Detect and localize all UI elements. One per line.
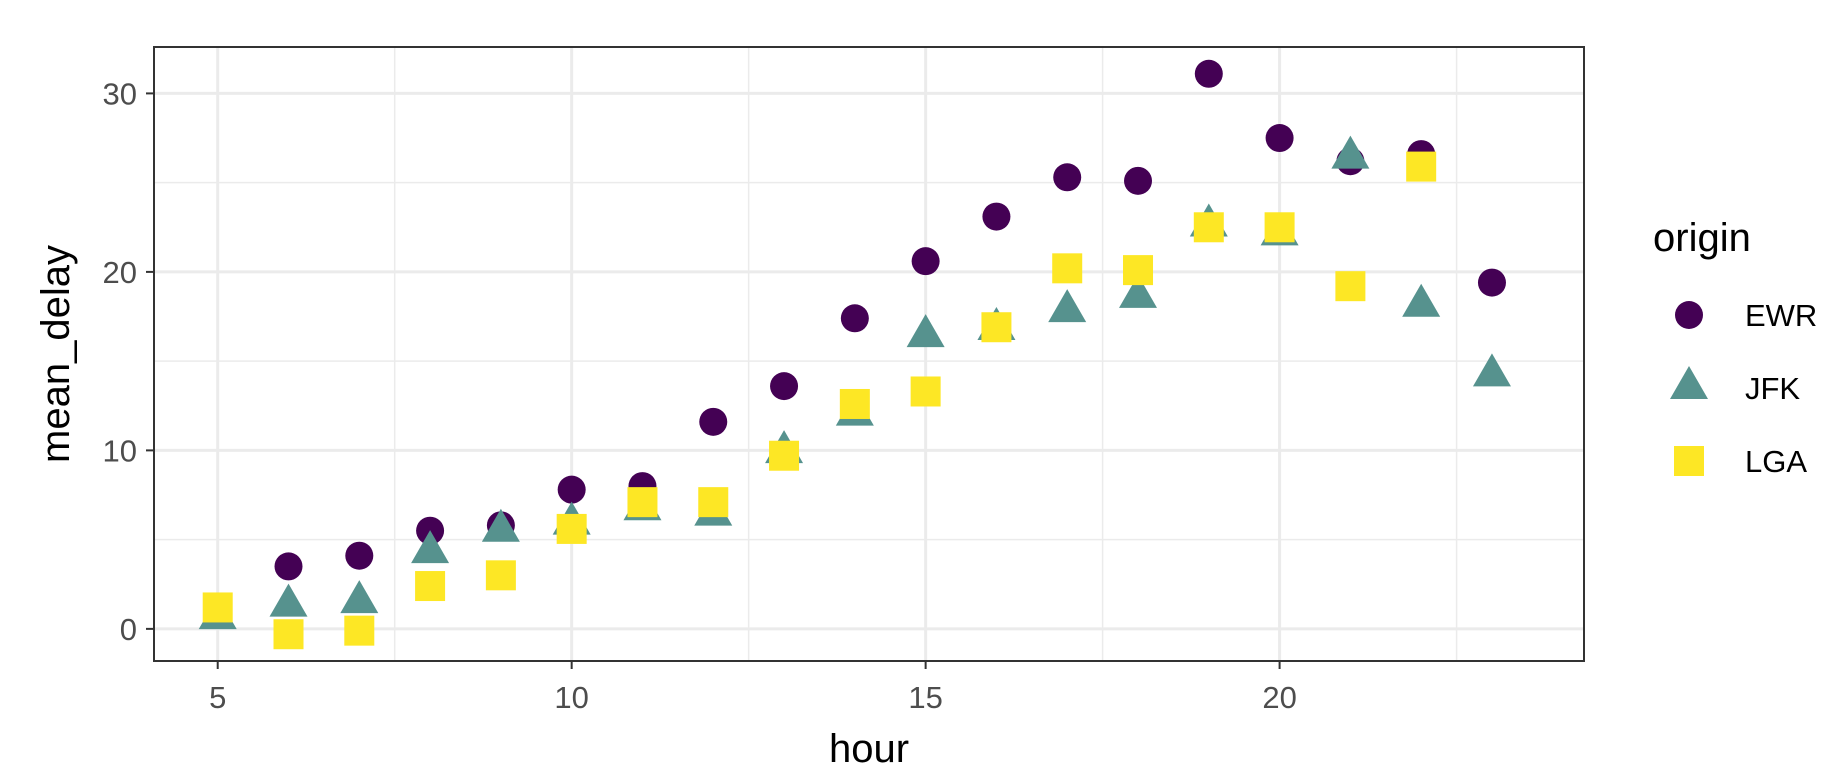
lga-point xyxy=(1406,151,1437,182)
x-tick-label: 10 xyxy=(554,680,588,715)
legend-key-ewr xyxy=(1675,301,1703,329)
ewr-point xyxy=(982,202,1011,231)
data-points xyxy=(198,59,1511,650)
legend-key-lga xyxy=(1674,446,1704,476)
lga-point xyxy=(1052,253,1083,284)
legend-label-jfk: JFK xyxy=(1745,371,1800,406)
jfk-point xyxy=(481,508,520,542)
ewr-point xyxy=(1194,59,1223,88)
legend: origin EWR JFK LGA xyxy=(1653,216,1817,479)
lga-point xyxy=(627,487,658,518)
x-tick-label: 20 xyxy=(1262,680,1296,715)
ewr-point xyxy=(274,552,303,581)
panel-background xyxy=(154,47,1584,661)
panel-border xyxy=(153,46,1585,662)
ewr-point xyxy=(345,541,374,570)
ewr-point xyxy=(1265,124,1294,153)
ewr-point xyxy=(1124,166,1153,195)
y-tick-label: 20 xyxy=(103,255,137,290)
legend-title: origin xyxy=(1653,216,1751,260)
y-tick-label: 0 xyxy=(120,612,137,647)
ewr-point xyxy=(770,372,799,401)
x-tick-label: 15 xyxy=(908,680,942,715)
jfk-point xyxy=(1119,274,1158,308)
y-tick-label: 10 xyxy=(103,433,137,468)
lga-point xyxy=(202,592,233,623)
x-axis-title: hour xyxy=(829,727,909,771)
jfk-point xyxy=(1331,135,1370,169)
y-axis-title: mean_delay xyxy=(34,245,78,463)
lga-point xyxy=(415,571,446,602)
jfk-point xyxy=(1402,283,1441,317)
jfk-point xyxy=(269,583,308,617)
lga-point xyxy=(698,487,729,518)
axis-ticks: 5 10 15 20 0 10 20 30 xyxy=(103,76,1297,715)
legend-key-jfk xyxy=(1670,366,1708,399)
lga-point xyxy=(1335,271,1366,302)
lga-point xyxy=(769,440,800,471)
lga-point xyxy=(839,388,870,419)
jfk-point xyxy=(340,580,379,614)
legend-label-ewr: EWR xyxy=(1745,298,1817,333)
lga-point xyxy=(344,615,375,646)
lga-point xyxy=(1264,212,1295,243)
jfk-point xyxy=(1472,353,1511,387)
legend-label-lga: LGA xyxy=(1745,444,1807,479)
ewr-point xyxy=(840,304,869,333)
lga-point xyxy=(1123,255,1154,286)
ewr-point xyxy=(699,407,728,436)
jfk-point xyxy=(906,314,945,348)
ewr-point xyxy=(1477,268,1506,297)
lga-point xyxy=(556,513,587,544)
lga-point xyxy=(485,560,516,591)
ewr-point xyxy=(911,247,940,276)
jfk-point xyxy=(1048,289,1087,323)
lga-point xyxy=(1193,212,1224,243)
y-tick-label: 30 xyxy=(103,76,137,111)
lga-point xyxy=(910,376,941,407)
ewr-point xyxy=(1053,163,1082,192)
lga-point xyxy=(981,312,1012,343)
ewr-point xyxy=(557,475,586,504)
lga-point xyxy=(273,619,304,650)
x-tick-label: 5 xyxy=(209,680,226,715)
jfk-point xyxy=(411,530,450,564)
